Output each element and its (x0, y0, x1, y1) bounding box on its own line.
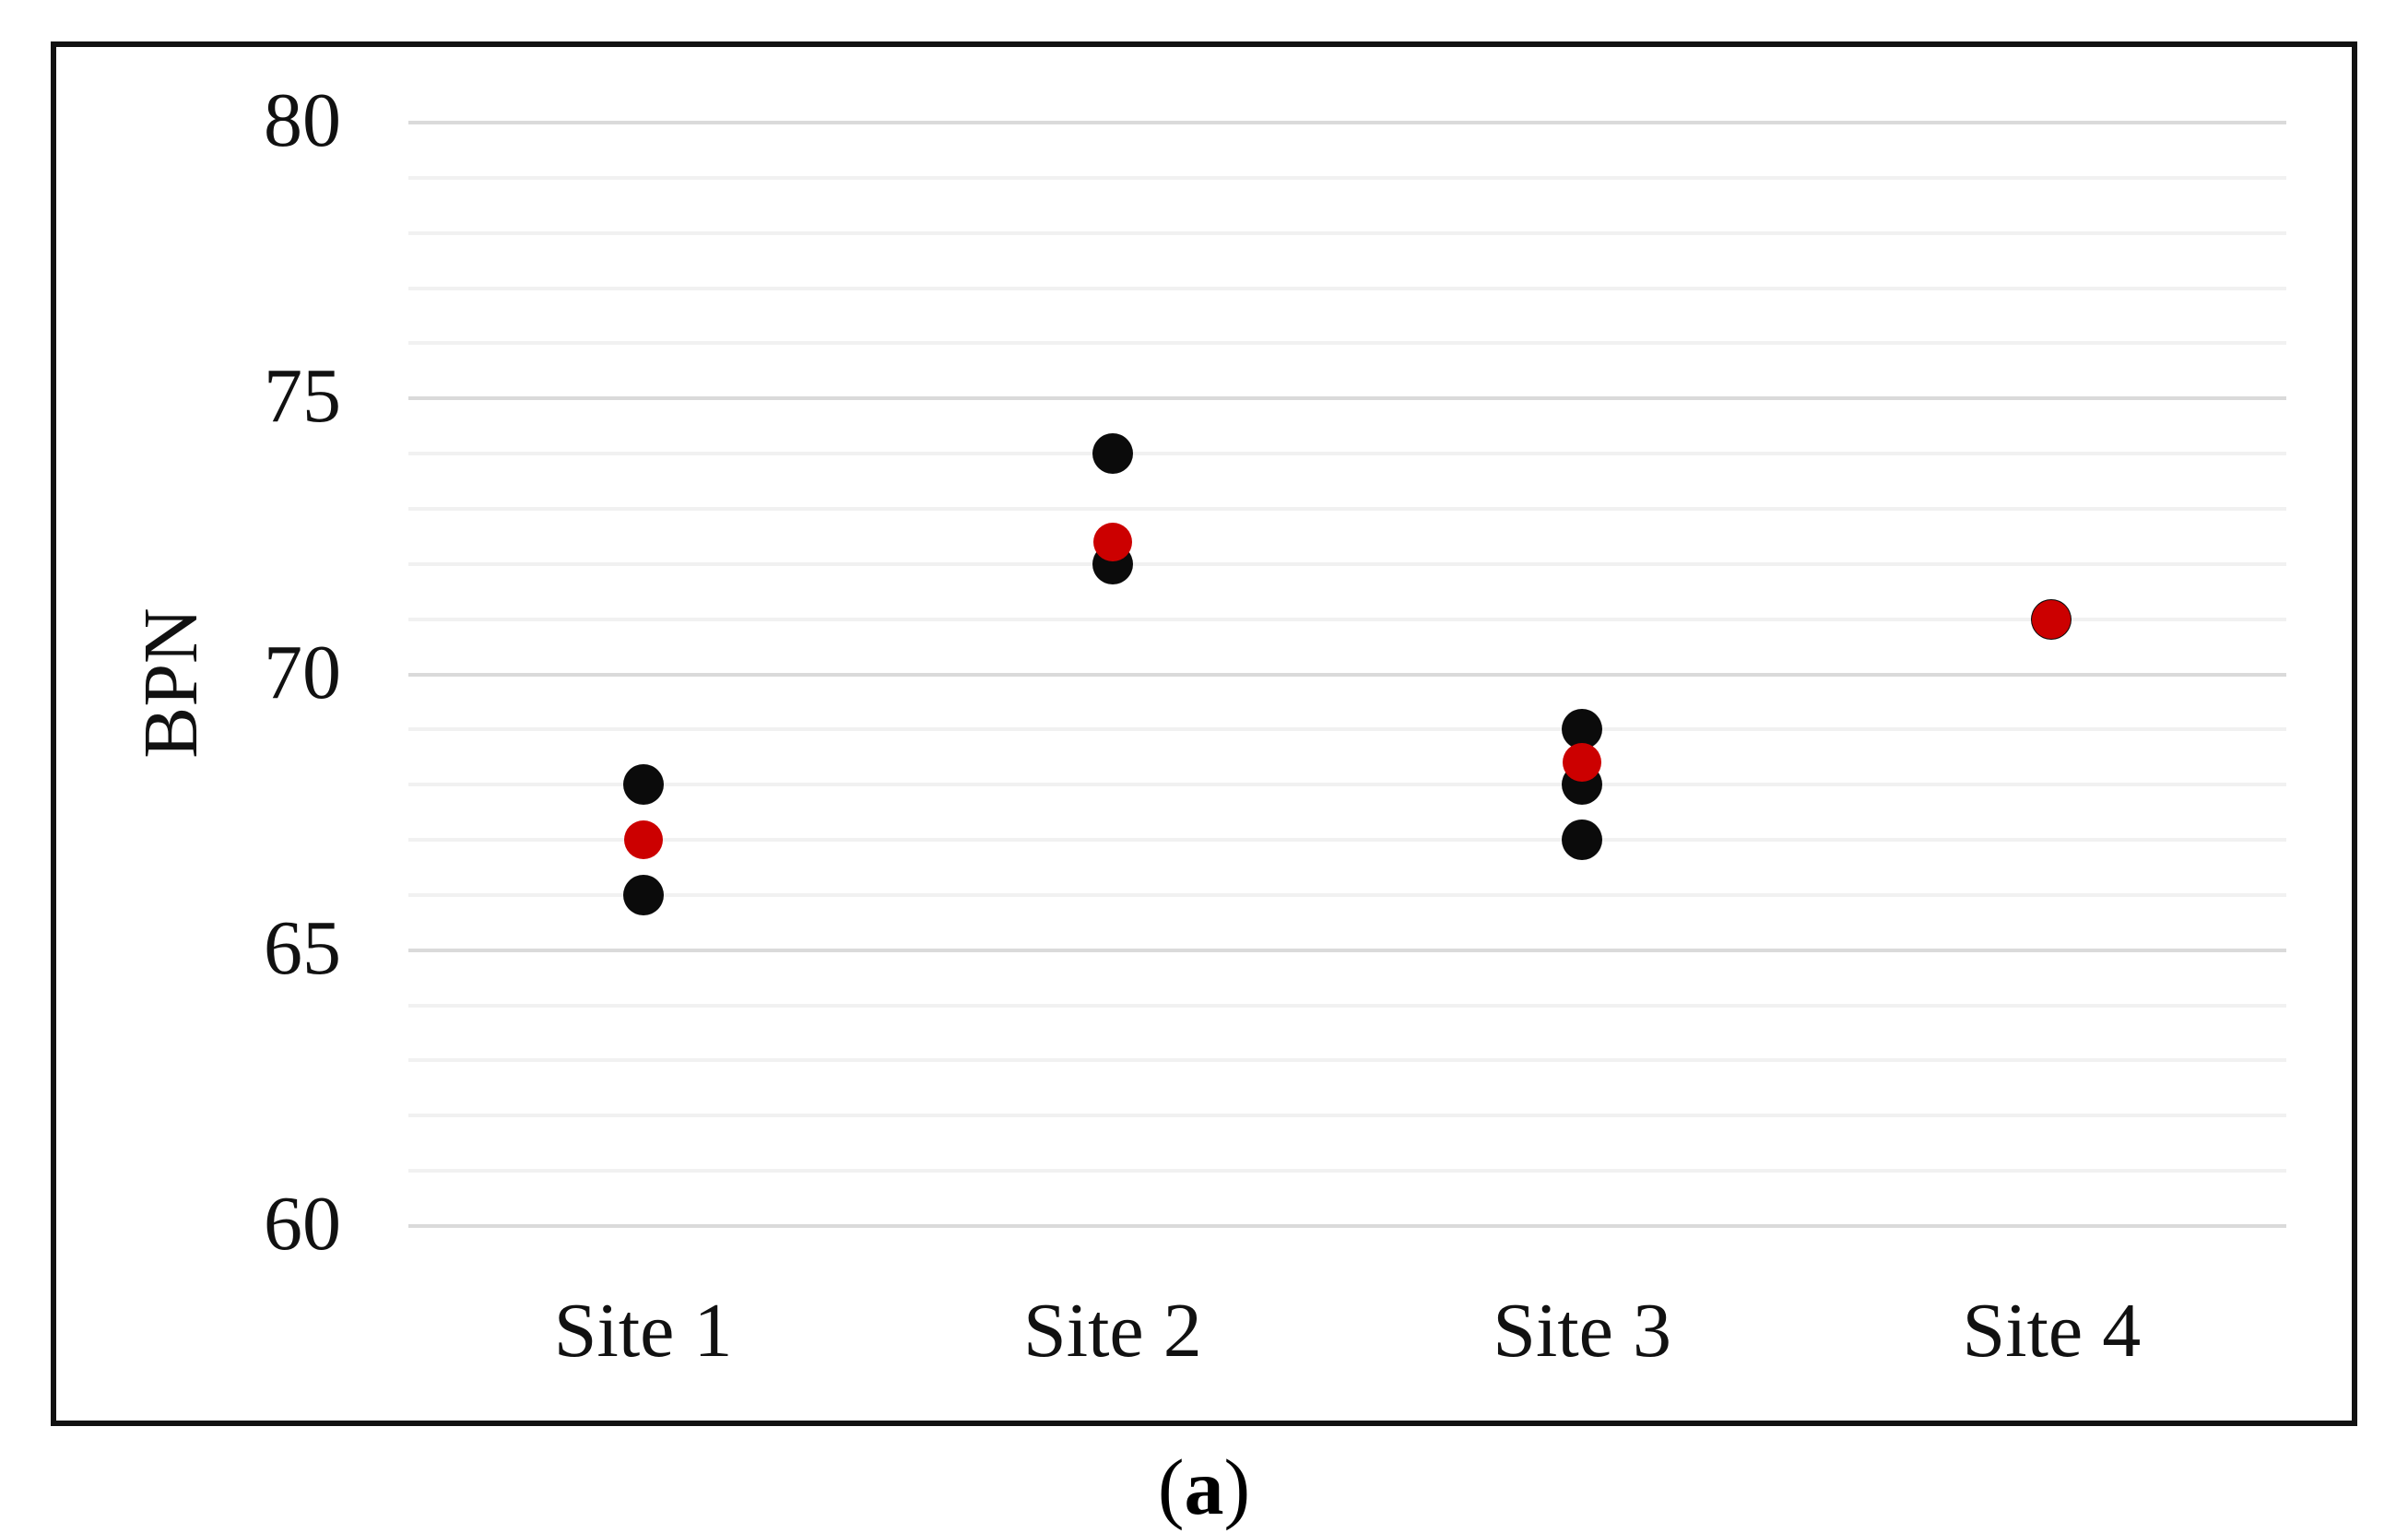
minor-gridline (408, 838, 2286, 843)
y-tick-label: 75 (264, 353, 341, 440)
data-point-black (622, 764, 664, 806)
minor-gridline (408, 452, 2286, 456)
chart-frame (51, 41, 2357, 1426)
data-point-black (622, 874, 664, 915)
minor-gridline (408, 1169, 2286, 1173)
data-point-black (1092, 433, 1133, 475)
data-point-red (2032, 599, 2072, 639)
minor-gridline (408, 727, 2286, 732)
data-point-black (1562, 820, 1603, 861)
data-point-red (1092, 522, 1132, 561)
y-tick-label: 60 (264, 1181, 341, 1267)
x-category-label: Site 3 (1493, 1288, 1671, 1374)
caption-open-paren: ( (1157, 1443, 1185, 1531)
x-category-label: Site 4 (1962, 1288, 2142, 1374)
minor-gridline (408, 341, 2286, 346)
y-axis-title: BPN (127, 607, 214, 759)
x-category-label: Site 1 (553, 1288, 733, 1374)
data-point-black (1562, 709, 1603, 750)
y-tick-label: 65 (264, 904, 341, 991)
minor-gridline (408, 286, 2286, 290)
minor-gridline (408, 506, 2286, 511)
minor-gridline (408, 783, 2286, 787)
major-gridline (408, 121, 2286, 124)
minor-gridline (408, 892, 2286, 897)
y-tick-label: 80 (264, 77, 341, 163)
figure-caption: (a) (0, 1441, 2408, 1533)
major-gridline (408, 396, 2286, 401)
y-tick-label: 70 (264, 629, 341, 715)
minor-gridline (408, 1114, 2286, 1118)
major-gridline (408, 1224, 2286, 1228)
major-gridline (408, 948, 2286, 952)
caption-letter: a (1184, 1443, 1224, 1531)
minor-gridline (408, 561, 2286, 566)
minor-gridline (408, 1003, 2286, 1008)
minor-gridline (408, 1058, 2286, 1063)
data-point-red (1563, 743, 1602, 783)
caption-close-paren: ) (1223, 1443, 1251, 1531)
x-category-label: Site 2 (1023, 1288, 1202, 1374)
minor-gridline (408, 175, 2286, 180)
minor-gridline (408, 617, 2286, 621)
data-point-red (623, 820, 663, 860)
minor-gridline (408, 230, 2286, 235)
major-gridline (408, 672, 2286, 677)
